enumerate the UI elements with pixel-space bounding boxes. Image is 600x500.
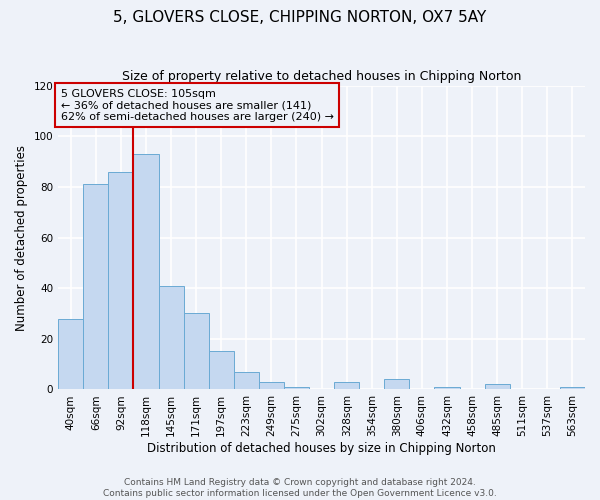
Bar: [259, 382, 284, 390]
Bar: [485, 384, 510, 390]
Bar: [434, 387, 460, 390]
Bar: [334, 382, 359, 390]
Text: Contains HM Land Registry data © Crown copyright and database right 2024.
Contai: Contains HM Land Registry data © Crown c…: [103, 478, 497, 498]
Text: 5, GLOVERS CLOSE, CHIPPING NORTON, OX7 5AY: 5, GLOVERS CLOSE, CHIPPING NORTON, OX7 5…: [113, 10, 487, 25]
Bar: [385, 380, 409, 390]
Text: 5 GLOVERS CLOSE: 105sqm
← 36% of detached houses are smaller (141)
62% of semi-d: 5 GLOVERS CLOSE: 105sqm ← 36% of detache…: [61, 88, 334, 122]
Bar: [109, 172, 133, 390]
Bar: [133, 154, 158, 390]
Bar: [209, 352, 234, 390]
Bar: [284, 387, 309, 390]
Bar: [83, 184, 109, 390]
Title: Size of property relative to detached houses in Chipping Norton: Size of property relative to detached ho…: [122, 70, 521, 83]
Bar: [158, 286, 184, 390]
X-axis label: Distribution of detached houses by size in Chipping Norton: Distribution of detached houses by size …: [147, 442, 496, 455]
Bar: [58, 318, 83, 390]
Bar: [560, 387, 585, 390]
Y-axis label: Number of detached properties: Number of detached properties: [15, 144, 28, 330]
Bar: [234, 372, 259, 390]
Bar: [184, 314, 209, 390]
